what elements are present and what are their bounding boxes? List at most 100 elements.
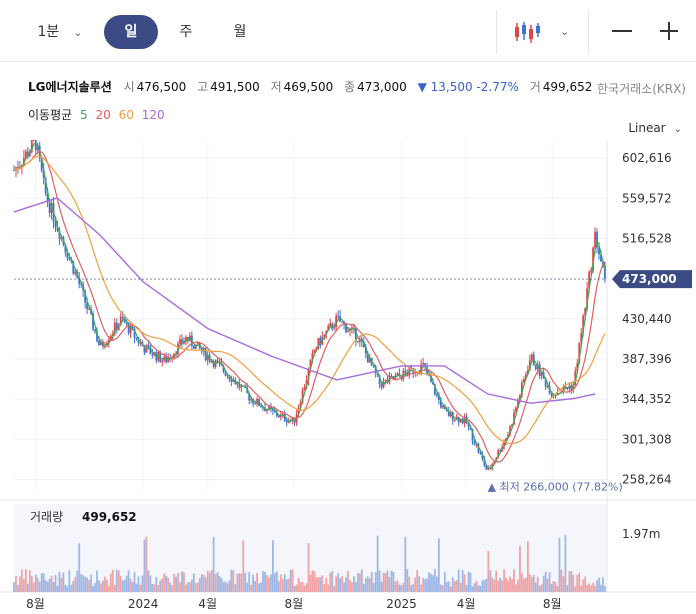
timeframe-day-tab[interactable]: 일 [104,15,158,49]
candle [271,408,274,411]
candle [17,167,19,169]
volume-bar [325,577,328,592]
candle [309,359,312,369]
candle [173,353,175,358]
candle [485,465,488,470]
volume-bar [323,583,326,592]
chart-type-chevron-icon[interactable]: ⌄ [560,25,570,38]
candle [311,353,314,360]
toolbar-divider [588,10,589,54]
candle [439,399,442,408]
zoom-out-icon[interactable] [612,30,632,32]
volume-label: 거 [529,80,541,94]
candle [147,345,150,347]
candlestick-type-icon[interactable] [513,20,541,44]
volume-bar [434,569,436,592]
volume-bar [576,574,579,592]
volume-bar [264,571,266,592]
volume-bar [353,576,355,592]
volume-bar [92,586,94,592]
candle [121,316,124,319]
volume-bar [260,582,262,592]
volume-bar [572,574,575,592]
candle [412,368,415,374]
volume-bar [438,538,440,592]
volume-bar [125,575,128,592]
volume-bar [157,584,160,592]
volume-bar [139,584,142,592]
volume-bar [64,584,67,592]
moving-average-legend[interactable]: 이동평균 5 20 60 120 [28,106,169,123]
volume-bar [341,576,343,592]
volume-bar [408,576,411,592]
price-chart[interactable]: 602,616 559,572 516,528 430,440 387,396 344,3… [0,140,696,614]
ma5-line [13,142,606,470]
volume-bar [445,581,448,592]
volume-bar [602,577,604,592]
volume-bar [337,572,340,592]
candle [544,377,547,387]
volume-bar [293,585,296,592]
ma120-line [13,197,596,404]
candle [60,237,63,240]
candle [347,330,349,333]
volume-bar [143,539,146,592]
volume-bar [402,582,405,592]
volume-bar [13,582,15,592]
candle [32,140,35,141]
volume-bar [404,536,407,592]
candle [206,355,209,361]
close-value: 473,000 [357,80,407,94]
volume-bar [66,586,69,592]
candle [319,338,322,345]
candle [139,342,142,344]
candle [530,354,533,360]
candle [226,375,229,377]
volume-bar [54,574,57,592]
volume-bar [455,580,458,592]
candle [94,329,96,332]
volume-bar [517,579,519,592]
timeframe-week-tab[interactable]: 주 [179,24,193,40]
volume-bar [38,581,41,592]
volume-bar [317,576,320,592]
candle [74,271,77,274]
volume-bar [238,573,241,592]
volume-bar [183,572,185,592]
candle [185,337,187,342]
volume-bar [52,581,55,592]
candle [48,201,51,213]
candle [390,375,393,377]
scale-mode-dropdown[interactable]: Linear ⌄ [628,121,682,135]
volume-bar [232,570,235,592]
volume-panel-value: 499,652 [82,510,137,524]
timeframe-1min-dropdown[interactable]: 1분 ⌄ [34,15,86,49]
zoom-in-icon[interactable] [660,22,678,40]
candle [380,384,383,388]
volume-bar [396,580,399,592]
candle [465,416,468,424]
volume-bar [347,570,349,592]
volume-bar [410,585,413,592]
volume-bar [123,579,126,592]
candle [13,169,15,171]
candle [256,398,258,405]
volume-bar [319,577,322,592]
volume-bar [540,584,543,592]
volume-bar [546,578,549,592]
toolbar-divider [496,10,497,54]
open-label: 시 [123,80,135,94]
volume-bar [22,579,25,592]
candle [596,231,598,248]
volume-bar [485,578,488,592]
high-label: 고 [197,80,209,94]
candle [550,394,553,397]
candle [78,278,81,284]
volume-bar [177,572,179,592]
volume-bar [147,570,150,592]
y-tick-label: 301,308 [622,432,672,446]
timeframe-month-tab[interactable]: 월 [233,24,247,40]
x-tick-label: 8월 [285,597,304,611]
y-tick-label: 430,440 [622,312,672,326]
volume-bar [62,572,65,592]
